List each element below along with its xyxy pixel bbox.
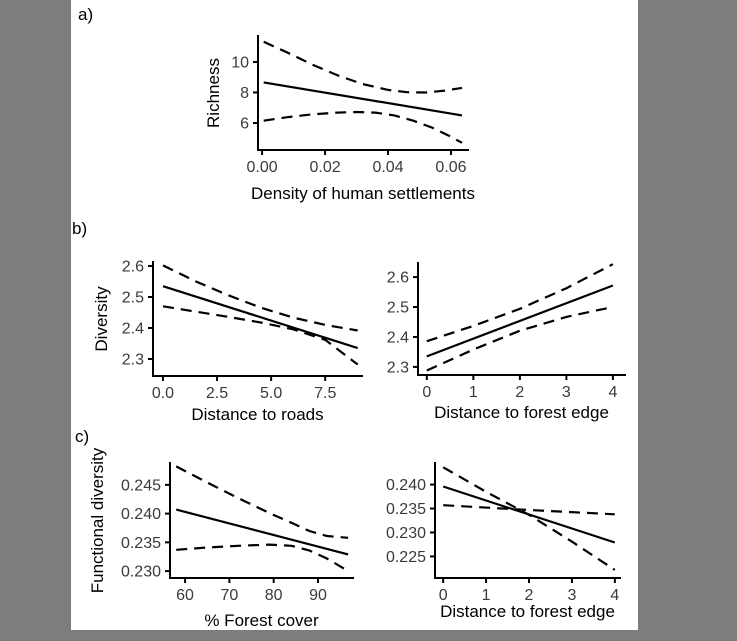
- x-tick-label: 2.5: [206, 385, 228, 402]
- x-tick-label: 4: [610, 587, 619, 604]
- panel-a-fitted-line: [263, 81, 463, 117]
- y-tick-label: 2.5: [122, 290, 144, 307]
- y-tick-label: 2.6: [122, 259, 144, 276]
- y-tick-label: 0.240: [121, 506, 161, 523]
- panel-c1-ci-lower-line: [176, 543, 349, 573]
- y-tick-label: 2.3: [387, 359, 409, 376]
- panel-c2: 0 1 2 3 4 0.225 0.230 0.235 0.240 Distance to for…: [386, 462, 621, 621]
- panel-a: 0.00 0.02 0.04 0.06 6 8 10 Density of human set…: [204, 35, 475, 203]
- y-tick-label: 2.6: [387, 270, 409, 287]
- panel-c1: 60 70 80 90 0.230 0.235 0.240 0.245 % Forest cov…: [88, 447, 354, 630]
- x-tick-label: 3: [567, 587, 576, 604]
- panel-b1-y-title: Diversity: [92, 286, 111, 352]
- panel-c2-ci-steep-line: [442, 466, 616, 571]
- y-tick-label: 2.4: [387, 329, 409, 346]
- x-tick-label: 0.06: [435, 159, 466, 176]
- panel-a-ci-lower-line: [263, 110, 463, 144]
- x-tick-label: 5.0: [260, 385, 282, 402]
- panel-b2-ci-lower-line: [426, 305, 614, 372]
- panel-a-y-title: Richness: [204, 58, 223, 128]
- x-tick-label: 1: [482, 587, 491, 604]
- x-tick-label: 0.04: [372, 159, 403, 176]
- panel-label-b: b): [72, 219, 88, 238]
- panel-b1-ci-lower-line: [162, 305, 359, 366]
- y-tick-label: 2.4: [122, 320, 144, 337]
- y-tick-label: 2.5: [387, 300, 409, 317]
- x-tick-label: 90: [309, 587, 327, 604]
- y-tick-label: 0.225: [386, 549, 426, 566]
- panel-c1-fitted-line: [175, 508, 349, 556]
- x-tick-label: 80: [265, 587, 283, 604]
- y-tick-label: 8: [240, 85, 249, 102]
- x-tick-label: 70: [220, 587, 238, 604]
- panel-label-c: c): [75, 427, 90, 446]
- panel-b1: 0.0 2.5 5.0 7.5 2.3 2.4 2.5 2.6 Distance to road…: [92, 259, 363, 424]
- panel-c1-x-title: % Forest cover: [204, 611, 319, 630]
- panel-b1-fitted-line: [162, 285, 359, 350]
- panel-b2-x-title: Distance to forest edge: [434, 403, 609, 422]
- y-tick-label: 2.3: [122, 351, 144, 368]
- panel-b2-ci-upper-line: [426, 263, 614, 343]
- x-tick-label: 2: [525, 587, 534, 604]
- x-tick-label: 2: [515, 384, 524, 401]
- x-tick-label: 0.0: [152, 385, 174, 402]
- panel-c1-ci-upper-line: [175, 465, 349, 539]
- x-tick-label: 4: [608, 384, 617, 401]
- panel-label-a: a): [78, 5, 94, 24]
- x-tick-label: 0.00: [247, 159, 278, 176]
- panel-b2: 0 1 2 3 4 2.3 2.4 2.5 2.6 Distance to forest edge: [387, 262, 626, 422]
- panel-c2-x-title: Distance to forest edge: [440, 602, 615, 621]
- y-tick-label: 10: [231, 54, 249, 71]
- panel-b2-fitted-line: [426, 284, 614, 358]
- x-tick-label: 0: [422, 384, 431, 401]
- x-tick-label: 0: [439, 587, 448, 604]
- panel-b1-x-title: Distance to roads: [191, 405, 323, 424]
- y-tick-label: 0.245: [121, 477, 161, 494]
- y-tick-label: 0.230: [386, 525, 426, 542]
- y-tick-label: 6: [240, 115, 249, 132]
- panel-b1-ci-upper-line: [162, 264, 358, 332]
- panel-a-x-title: Density of human settlements: [251, 184, 475, 203]
- panel-a-ci-upper-line: [263, 40, 463, 94]
- y-tick-label: 0.240: [386, 477, 426, 494]
- y-tick-label: 0.235: [121, 535, 161, 552]
- y-tick-label: 0.230: [121, 564, 161, 581]
- panel-c2-ci-flat-line: [443, 504, 615, 516]
- x-tick-label: 60: [176, 587, 194, 604]
- x-tick-label: 7.5: [314, 385, 336, 402]
- x-tick-label: 3: [562, 384, 571, 401]
- x-tick-label: 0.02: [309, 159, 340, 176]
- panel-c1-y-title: Functional diversity: [88, 447, 107, 593]
- x-tick-label: 1: [469, 384, 478, 401]
- y-tick-label: 0.235: [386, 501, 426, 518]
